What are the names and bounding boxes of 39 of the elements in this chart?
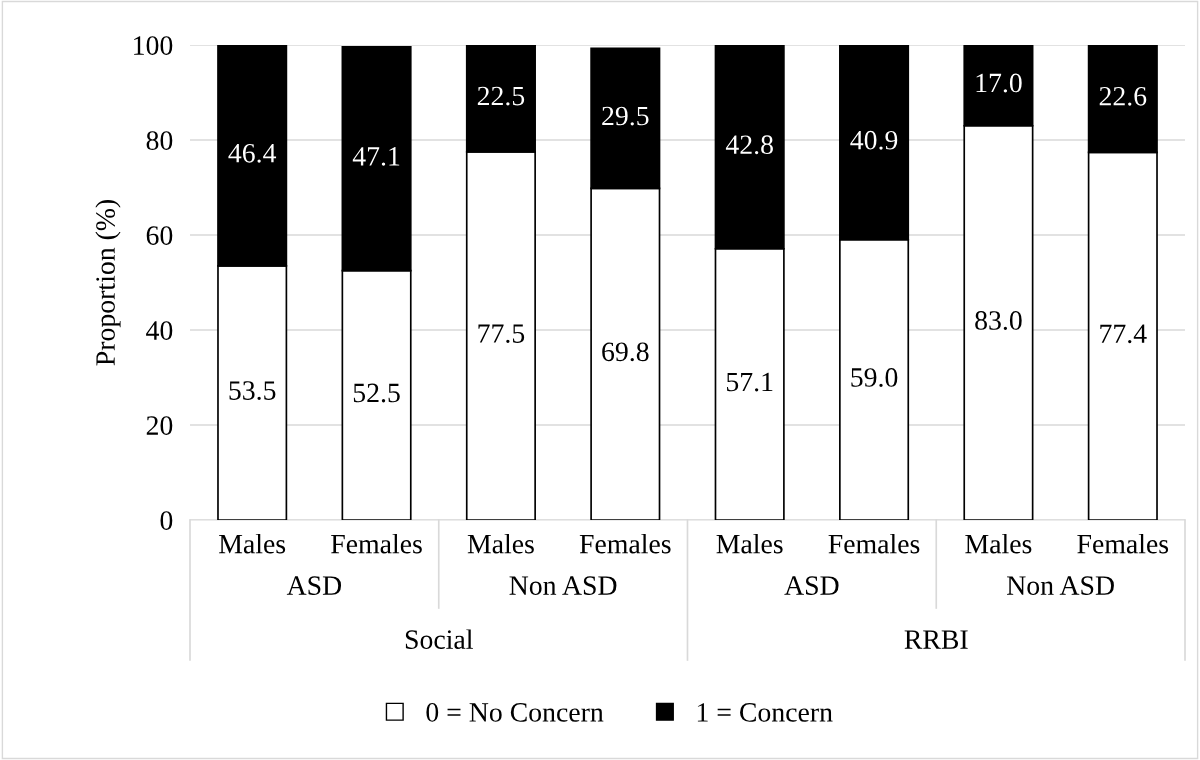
text: RRBI: [904, 630, 968, 649]
data-label: 77.4: [1100, 324, 1147, 344]
data-label: 52.5: [353, 383, 400, 403]
legend-label: 0 = No Concern: [426, 703, 604, 722]
y-tick-label: 20: [146, 416, 173, 435]
data-label: 46.4: [228, 143, 277, 163]
x-tick-label: Females: [1077, 533, 1169, 554]
data-label: 40.9: [850, 130, 898, 150]
text: ASD: [286, 576, 342, 595]
legend-label: 1 = Concern: [697, 703, 833, 722]
text: Social: [405, 629, 473, 649]
data-label: 83.0: [975, 311, 1022, 330]
x-tick-label: Males: [716, 533, 783, 554]
data-label: 59.0: [851, 368, 898, 387]
data-label: 22.6: [1099, 86, 1147, 106]
data-label: 29.5: [602, 106, 649, 126]
x-tick-label: Females: [579, 533, 671, 554]
data-label: 57.1: [727, 372, 773, 392]
y-tick-label: 80: [146, 131, 173, 150]
x-tick-label: Males: [467, 533, 534, 554]
data-label: 17.0: [976, 73, 1022, 93]
x-tick-label: Females: [828, 533, 920, 554]
x-tick-label: Females: [331, 533, 422, 554]
y-tick-label: 0: [160, 511, 173, 530]
data-label: 22.5: [477, 86, 525, 106]
data-label: 53.5: [229, 381, 276, 401]
y-tick-label: 60: [146, 226, 173, 245]
data-label: 77.5: [478, 324, 525, 344]
text: Non ASD: [509, 576, 617, 595]
x-tick-label: Males: [965, 533, 1032, 554]
data-label: 47.1: [352, 147, 400, 166]
data-label: 42.8: [725, 135, 773, 155]
text: ASD: [784, 576, 839, 595]
text: Non ASD: [1007, 576, 1114, 595]
y-tick-label: 40: [146, 321, 173, 340]
y-tick-label: 100: [134, 36, 173, 55]
data-label: 69.8: [602, 342, 649, 362]
y-axis-title: Proportion (%): [95, 200, 121, 366]
x-tick-label: Males: [219, 533, 286, 554]
